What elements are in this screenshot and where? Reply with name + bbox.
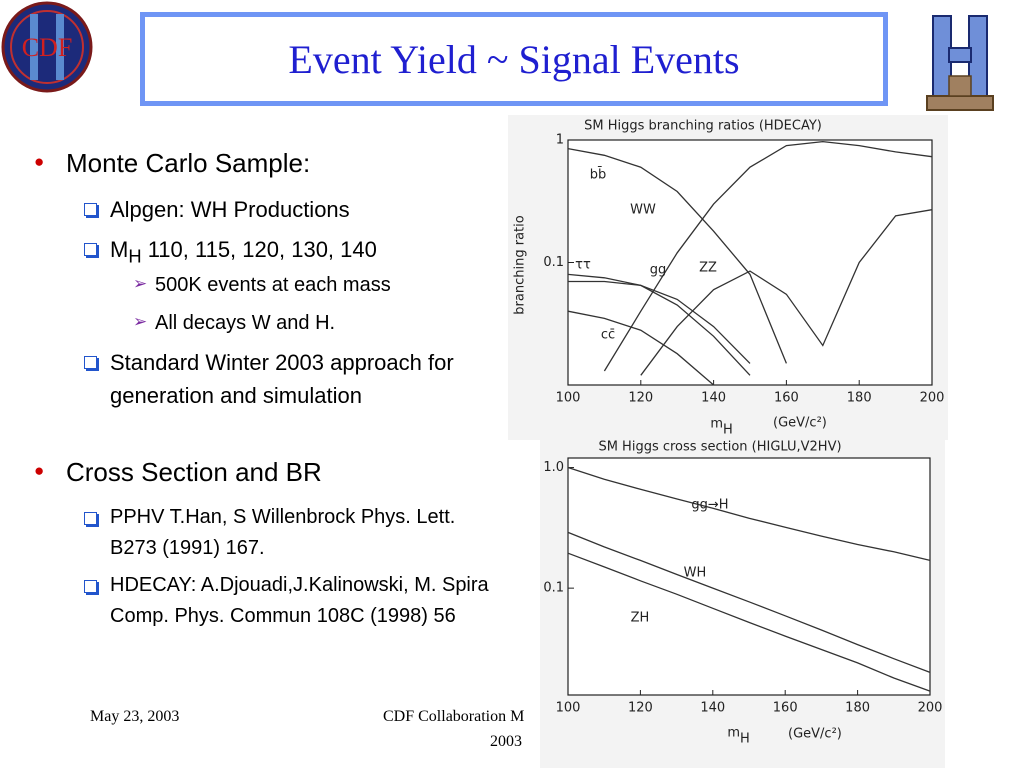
- curve-label: gg: [650, 263, 667, 278]
- bullet-item: Monte Carlo Sample:: [34, 148, 486, 179]
- x-tick-label: 140: [700, 701, 725, 716]
- bullet-text: M: [110, 237, 129, 262]
- bullet-text: PPHV T.Han, S Willenbrock Phys. Lett. B2…: [110, 506, 456, 559]
- bullet-item: HDECAY: A.Djouadi,J.Kalinowski, M. Spira…: [84, 570, 495, 632]
- bullet-item: MH 110, 115, 120, 130, 140: [84, 233, 495, 272]
- curve: [640, 209, 933, 376]
- bullet-text: All decays W and H.: [155, 312, 336, 334]
- x-axis-label: (GeV/c²): [788, 727, 842, 742]
- figure: SM Higgs branching ratios (HDECAY)100 120…: [508, 115, 948, 440]
- x-tick-label: 120: [628, 701, 653, 716]
- h-logo: [926, 15, 994, 111]
- logo-text: CDF: [22, 33, 73, 62]
- slide-title: Event Yield ~ Signal Events: [288, 36, 740, 82]
- curve: [567, 273, 751, 376]
- x-tick-label: 180: [845, 701, 870, 716]
- curve: [567, 466, 931, 562]
- bullet-item: Cross Section and BR: [34, 457, 486, 488]
- footer-text: CDF Collaboration M: [383, 708, 525, 725]
- plot-area: [567, 139, 933, 386]
- cdf-logo: CDF: [1, 1, 93, 93]
- curve-label: cc̄: [601, 328, 615, 343]
- bullet-item: Standard Winter 2003 approach for genera…: [84, 346, 495, 412]
- curve-label: WW: [630, 203, 656, 218]
- x-tick-label: 200: [918, 701, 943, 716]
- x-axis-label: m: [727, 726, 740, 741]
- x-axis-label: (GeV/c²): [773, 416, 827, 431]
- x-tick-label: 100: [556, 391, 581, 406]
- curve: [568, 280, 751, 364]
- bullet-item: PPHV T.Han, S Willenbrock Phys. Lett. B2…: [84, 502, 495, 564]
- footer-date: May 23, 2003: [90, 708, 180, 725]
- curve: [567, 310, 715, 386]
- curve-label: WH: [684, 566, 707, 581]
- x-axis-label: m: [710, 417, 723, 432]
- x-axis-label: H: [740, 732, 750, 747]
- bullet-text: Alpgen: WH Productions: [110, 197, 350, 222]
- curve-label: ZH: [631, 611, 650, 626]
- y-axis-label: branching ratio: [513, 215, 528, 314]
- curve: [603, 140, 933, 372]
- curve-label: ττ: [575, 258, 591, 273]
- plot-area: [567, 457, 931, 696]
- y-tick-label: 0.1: [543, 581, 564, 596]
- x-tick-label: 100: [556, 701, 581, 716]
- curve-label: ZZ: [699, 261, 717, 276]
- figure-title: SM Higgs cross section (HIGLU,V2HV): [598, 440, 841, 455]
- curve: [567, 552, 931, 692]
- bullet-item: All decays W and H.: [133, 312, 485, 335]
- bullet-item: Alpgen: WH Productions: [84, 193, 495, 226]
- y-tick-label: 1: [556, 133, 564, 148]
- x-tick-label: 120: [628, 391, 653, 406]
- bullet-text: Monte Carlo Sample:: [66, 148, 311, 178]
- x-tick-label: 160: [773, 701, 798, 716]
- bullet-text: Standard Winter 2003 approach for genera…: [110, 350, 454, 408]
- figure: SM Higgs cross section (HIGLU,V2HV) 100 12…: [540, 440, 945, 768]
- curve-label: bb̄: [590, 167, 607, 182]
- figure-title: SM Higgs branching ratios (HDECAY): [584, 119, 822, 134]
- bullet-text: 500K events at each mass: [155, 274, 391, 296]
- x-tick-label: 200: [920, 391, 945, 406]
- curve-label: gg→H: [691, 498, 728, 513]
- x-axis-label: H: [723, 423, 733, 438]
- curve: [567, 147, 788, 364]
- x-tick-label: 160: [774, 391, 799, 406]
- title-box: Event Yield ~ Signal Events: [140, 12, 888, 106]
- x-tick-label: 140: [701, 391, 726, 406]
- x-tick-label: 180: [847, 391, 872, 406]
- bullet-text: Cross Section and BR: [66, 457, 322, 487]
- y-tick-label: 1.0: [543, 460, 564, 475]
- bullet-text: HDECAY: A.Djouadi,J.Kalinowski, M. Spira…: [110, 574, 489, 627]
- bullet-text: H: [128, 245, 142, 267]
- bullet-item: 500K events at each mass: [133, 274, 485, 297]
- bullet-text: 110, 115, 120, 130, 140: [141, 237, 377, 262]
- curve: [567, 531, 931, 674]
- footer-text: 2003: [490, 733, 522, 750]
- y-tick-label: 0.1: [543, 255, 564, 270]
